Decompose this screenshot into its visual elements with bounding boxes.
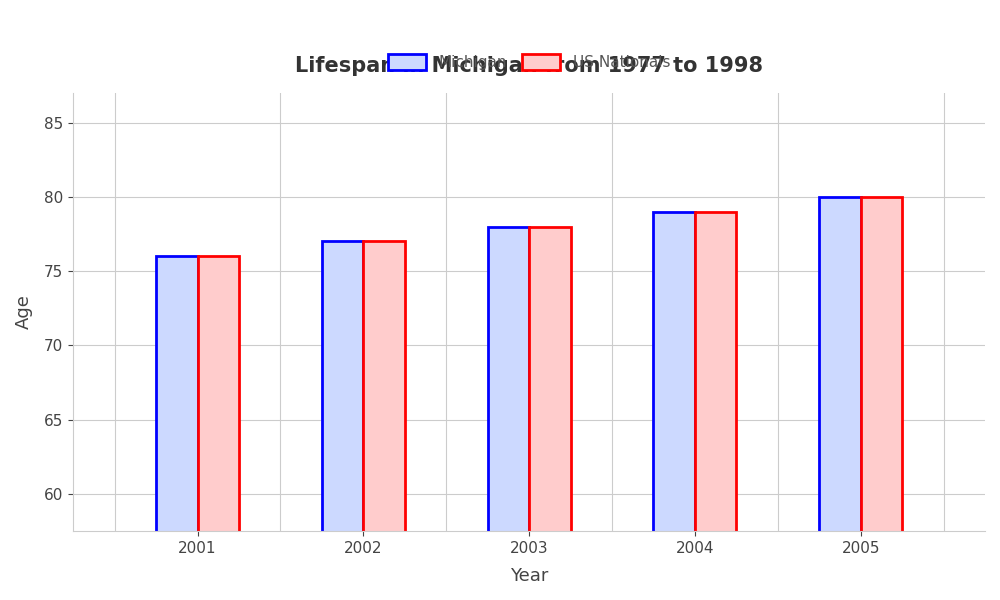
Bar [861,197,902,600]
Bar [695,212,736,600]
Bar [653,212,695,600]
Bar [156,256,198,600]
Title: Lifespan in Michigan from 1977 to 1998: Lifespan in Michigan from 1977 to 1998 [295,56,763,76]
Legend: Michigan, US Nationals: Michigan, US Nationals [382,48,676,76]
Bar [488,227,529,600]
Bar [529,227,571,600]
X-axis label: Year: Year [510,567,548,585]
Y-axis label: Age: Age [15,295,33,329]
Bar [363,241,405,600]
Bar [198,256,239,600]
Bar [819,197,861,600]
Bar [322,241,363,600]
